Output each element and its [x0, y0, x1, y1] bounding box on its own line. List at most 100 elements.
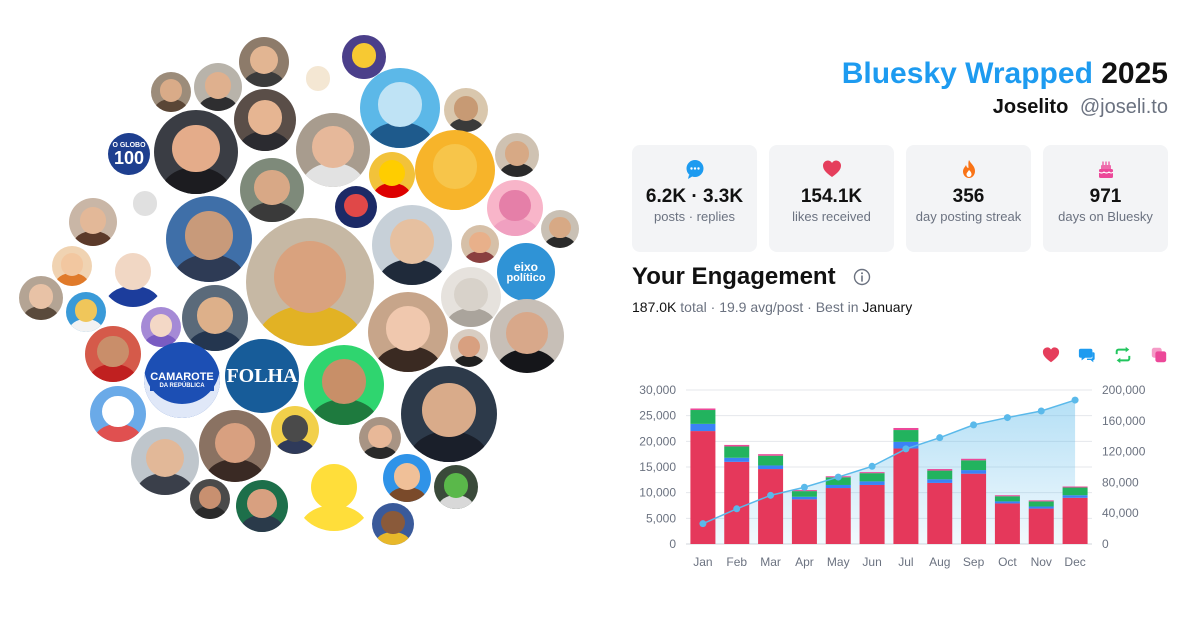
bar-segment: [690, 408, 716, 411]
bar-segment: [994, 496, 1020, 502]
bar-segment: [1062, 495, 1088, 498]
avatar[interactable]: FOLHA: [225, 339, 299, 413]
avatar-body: [238, 131, 292, 151]
avatar[interactable]: [296, 113, 370, 187]
avatar[interactable]: [123, 183, 167, 227]
stat-label: likes received: [792, 209, 871, 224]
avatar[interactable]: [293, 449, 375, 531]
avatar-body: [204, 458, 266, 482]
avatar[interactable]: CAMAROTE DA REPÚBLICA: [144, 342, 220, 418]
avatar-face: [453, 95, 479, 121]
cumulative-point: [800, 483, 808, 491]
avatar-face: [114, 252, 152, 290]
avatar[interactable]: [182, 285, 248, 351]
avatar[interactable]: [100, 241, 166, 307]
avatar-body: [22, 305, 60, 320]
avatar[interactable]: [495, 133, 539, 177]
avatar[interactable]: [441, 267, 501, 327]
avatar-face: [74, 299, 98, 322]
avatar[interactable]: [360, 68, 440, 148]
avatar[interactable]: [434, 465, 478, 509]
engagement-chart: 0 5,000 10,000 15,000 20,000 25,000 30,000 0 40,…: [639, 383, 1146, 569]
avatar[interactable]: [369, 152, 415, 198]
avatar[interactable]: [490, 299, 564, 373]
avatar[interactable]: [335, 186, 377, 228]
avatar-body: [136, 473, 194, 495]
legend-repost-icon[interactable]: [1114, 346, 1132, 364]
avatar[interactable]: [450, 329, 488, 367]
legend-reply-icon[interactable]: [1078, 346, 1096, 364]
avatar-body: [299, 87, 337, 102]
avatar-face: [214, 422, 256, 464]
avatar-body: [105, 285, 161, 307]
avatar-body: [197, 95, 239, 111]
avatar[interactable]: [304, 345, 384, 425]
avatar[interactable]: [271, 406, 319, 454]
info-icon[interactable]: [853, 268, 871, 286]
avatar[interactable]: [85, 326, 141, 382]
y-tick-label: 15,000: [639, 460, 676, 474]
avatar[interactable]: [401, 366, 497, 462]
engagement-title: Your Engagement: [632, 263, 836, 290]
avatar[interactable]: [342, 35, 386, 79]
bar-segment: [859, 472, 885, 474]
bar-segment: [758, 465, 784, 470]
avatar[interactable]: [541, 210, 579, 248]
avatar-face: [454, 277, 488, 312]
bar-segment: [690, 410, 716, 424]
avatar[interactable]: [359, 417, 401, 459]
legend-heart-icon[interactable]: [1042, 346, 1060, 364]
avatar[interactable]: O GLOBO 100: [108, 133, 150, 175]
avatar[interactable]: [296, 58, 340, 102]
avatar[interactable]: [383, 454, 431, 502]
x-tick-label: Apr: [795, 555, 814, 569]
cumulative-point: [733, 505, 741, 513]
avatar[interactable]: [66, 292, 106, 332]
avatar[interactable]: [368, 292, 448, 372]
avatar[interactable]: [52, 246, 92, 286]
bar-segment: [1062, 486, 1088, 488]
avatar[interactable]: [372, 503, 414, 545]
avatar[interactable]: [151, 72, 191, 112]
avatar[interactable]: [69, 198, 117, 246]
avatar[interactable]: [234, 89, 296, 151]
legend-quote-icon[interactable]: [1150, 346, 1168, 364]
avatar[interactable]: [190, 479, 230, 519]
avatar[interactable]: [194, 63, 242, 111]
avatar-face: [172, 125, 220, 173]
avatar[interactable]: [372, 205, 452, 285]
avatar[interactable]: [246, 218, 374, 346]
avatar[interactable]: [239, 37, 289, 87]
bar-segment: [758, 455, 784, 466]
avatar-logo-text: político: [506, 271, 546, 284]
avatar[interactable]: [240, 158, 304, 222]
y-tick-label: 20,000: [639, 434, 676, 448]
avatar-body: [362, 445, 398, 459]
y2-tick-label: 200,000: [1102, 383, 1146, 397]
avatar-logo-text: 100: [113, 147, 145, 168]
avatar[interactable]: [19, 276, 63, 320]
avatar-body: [386, 486, 428, 502]
avatar[interactable]: [141, 307, 181, 347]
avatar-body: [301, 163, 365, 187]
avatar[interactable]: [199, 410, 271, 482]
avatar[interactable]: [236, 480, 288, 532]
avatar-body: [69, 319, 103, 332]
avatar-face: [368, 424, 392, 449]
cumulative-line: [702, 399, 1076, 525]
avatar[interactable]: [166, 196, 252, 282]
avatar[interactable]: [154, 110, 238, 194]
avatar-face: [204, 71, 232, 99]
avatar[interactable]: [461, 225, 499, 263]
avatar[interactable]: eixo político: [497, 243, 555, 301]
avatar[interactable]: [487, 180, 543, 236]
avatar-face: [145, 439, 185, 478]
avatar[interactable]: [90, 386, 146, 442]
avatar-body: [240, 515, 284, 532]
bar-segment: [893, 430, 919, 442]
avatar[interactable]: [444, 88, 488, 132]
bar-segment: [927, 470, 953, 480]
bar-segment: [893, 441, 919, 449]
avatar[interactable]: [131, 427, 199, 495]
avatar[interactable]: [415, 130, 495, 210]
